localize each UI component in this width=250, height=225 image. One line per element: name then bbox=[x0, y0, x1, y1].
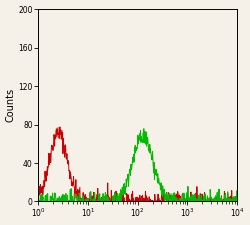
Y-axis label: Counts: Counts bbox=[6, 88, 16, 122]
